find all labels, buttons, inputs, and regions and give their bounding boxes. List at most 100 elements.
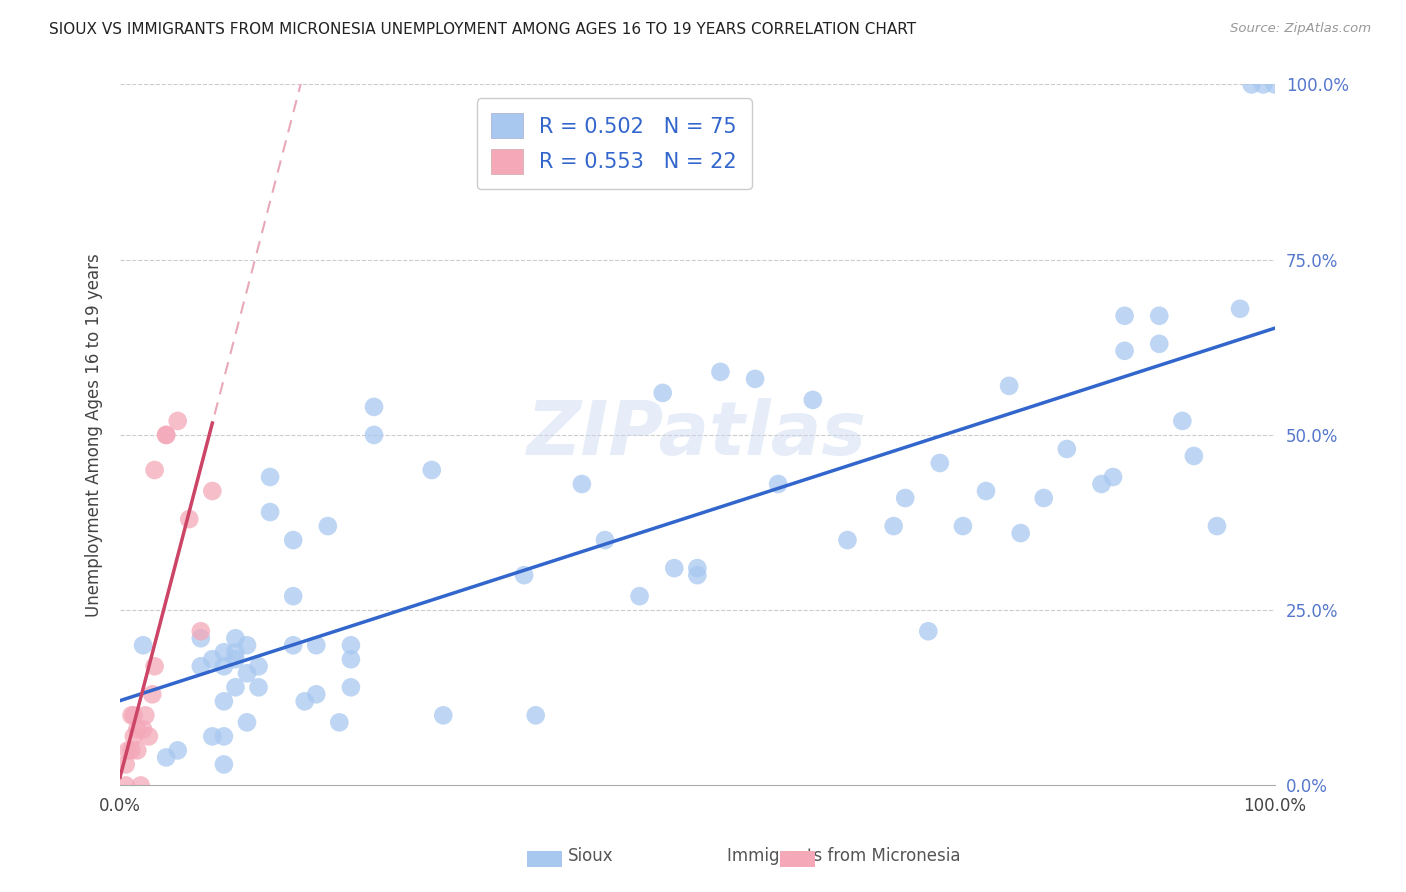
Point bbox=[1010, 526, 1032, 541]
Point bbox=[305, 638, 328, 652]
Point bbox=[801, 392, 824, 407]
Point bbox=[837, 533, 859, 547]
Y-axis label: Unemployment Among Ages 16 to 19 years: Unemployment Among Ages 16 to 19 years bbox=[86, 253, 103, 617]
Text: Immigrants from Micronesia: Immigrants from Micronesia bbox=[727, 847, 960, 865]
Point bbox=[114, 779, 136, 793]
Point bbox=[340, 652, 363, 666]
Point bbox=[121, 743, 143, 757]
Point bbox=[127, 743, 149, 757]
Point bbox=[212, 757, 235, 772]
Point bbox=[166, 414, 188, 428]
Point bbox=[179, 512, 201, 526]
Point bbox=[1114, 309, 1136, 323]
Point bbox=[686, 561, 709, 575]
Point bbox=[247, 681, 270, 695]
Text: SIOUX VS IMMIGRANTS FROM MICRONESIA UNEMPLOYMENT AMONG AGES 16 TO 19 YEARS CORRE: SIOUX VS IMMIGRANTS FROM MICRONESIA UNEM… bbox=[49, 22, 917, 37]
Point bbox=[1147, 336, 1170, 351]
Point bbox=[121, 708, 143, 723]
Point bbox=[212, 645, 235, 659]
Point bbox=[236, 715, 259, 730]
Point bbox=[998, 379, 1021, 393]
Point bbox=[201, 483, 224, 498]
Point bbox=[143, 463, 166, 477]
Point bbox=[593, 533, 616, 547]
Point bbox=[155, 428, 177, 442]
Point bbox=[316, 519, 339, 533]
Point bbox=[328, 715, 350, 730]
Point bbox=[224, 652, 246, 666]
Point bbox=[224, 645, 246, 659]
Point bbox=[1114, 343, 1136, 358]
Point bbox=[363, 428, 385, 442]
Point bbox=[1182, 449, 1205, 463]
Point bbox=[766, 477, 789, 491]
Point bbox=[432, 708, 454, 723]
Point bbox=[1264, 78, 1286, 92]
Point bbox=[524, 708, 547, 723]
Point bbox=[1147, 309, 1170, 323]
Point bbox=[894, 491, 917, 505]
Point bbox=[513, 568, 536, 582]
Point bbox=[709, 365, 731, 379]
Point bbox=[134, 708, 156, 723]
Point bbox=[166, 743, 188, 757]
Point bbox=[122, 708, 145, 723]
Point bbox=[122, 730, 145, 744]
Text: Sioux: Sioux bbox=[568, 847, 613, 865]
Point bbox=[259, 470, 281, 484]
Point bbox=[686, 568, 709, 582]
Point bbox=[132, 638, 155, 652]
Point bbox=[744, 372, 766, 386]
Point bbox=[917, 624, 939, 639]
Legend: R = 0.502   N = 75, R = 0.553   N = 22: R = 0.502 N = 75, R = 0.553 N = 22 bbox=[477, 98, 752, 189]
Point bbox=[883, 519, 905, 533]
Point bbox=[651, 385, 673, 400]
Point bbox=[294, 694, 316, 708]
Point bbox=[138, 730, 160, 744]
Point bbox=[952, 519, 974, 533]
Point bbox=[117, 743, 139, 757]
Point bbox=[571, 477, 593, 491]
Point bbox=[1056, 442, 1078, 456]
Point bbox=[132, 723, 155, 737]
Point bbox=[340, 638, 363, 652]
Point bbox=[114, 757, 136, 772]
Point bbox=[201, 730, 224, 744]
Point bbox=[190, 624, 212, 639]
Point bbox=[129, 779, 152, 793]
Point bbox=[1229, 301, 1251, 316]
Point bbox=[155, 750, 177, 764]
Point bbox=[283, 638, 305, 652]
Point bbox=[127, 723, 149, 737]
Point bbox=[420, 463, 443, 477]
Point bbox=[201, 652, 224, 666]
Point bbox=[190, 659, 212, 673]
Point bbox=[1102, 470, 1125, 484]
Point bbox=[190, 632, 212, 646]
Point bbox=[664, 561, 686, 575]
Text: ZIPatlas: ZIPatlas bbox=[527, 399, 868, 472]
Point bbox=[236, 638, 259, 652]
Point bbox=[143, 659, 166, 673]
Point bbox=[212, 659, 235, 673]
Point bbox=[155, 428, 177, 442]
Point bbox=[224, 681, 246, 695]
Text: Source: ZipAtlas.com: Source: ZipAtlas.com bbox=[1230, 22, 1371, 36]
Point bbox=[212, 694, 235, 708]
Point bbox=[1032, 491, 1054, 505]
Point bbox=[247, 659, 270, 673]
Point bbox=[141, 687, 163, 701]
Point bbox=[628, 589, 651, 603]
Point bbox=[236, 666, 259, 681]
Point bbox=[259, 505, 281, 519]
Point bbox=[305, 687, 328, 701]
Point bbox=[1206, 519, 1229, 533]
Point bbox=[340, 681, 363, 695]
Point bbox=[212, 730, 235, 744]
Point bbox=[1240, 78, 1263, 92]
Point bbox=[224, 632, 246, 646]
Point bbox=[1251, 78, 1274, 92]
Point bbox=[283, 533, 305, 547]
Point bbox=[928, 456, 950, 470]
Point bbox=[1171, 414, 1194, 428]
